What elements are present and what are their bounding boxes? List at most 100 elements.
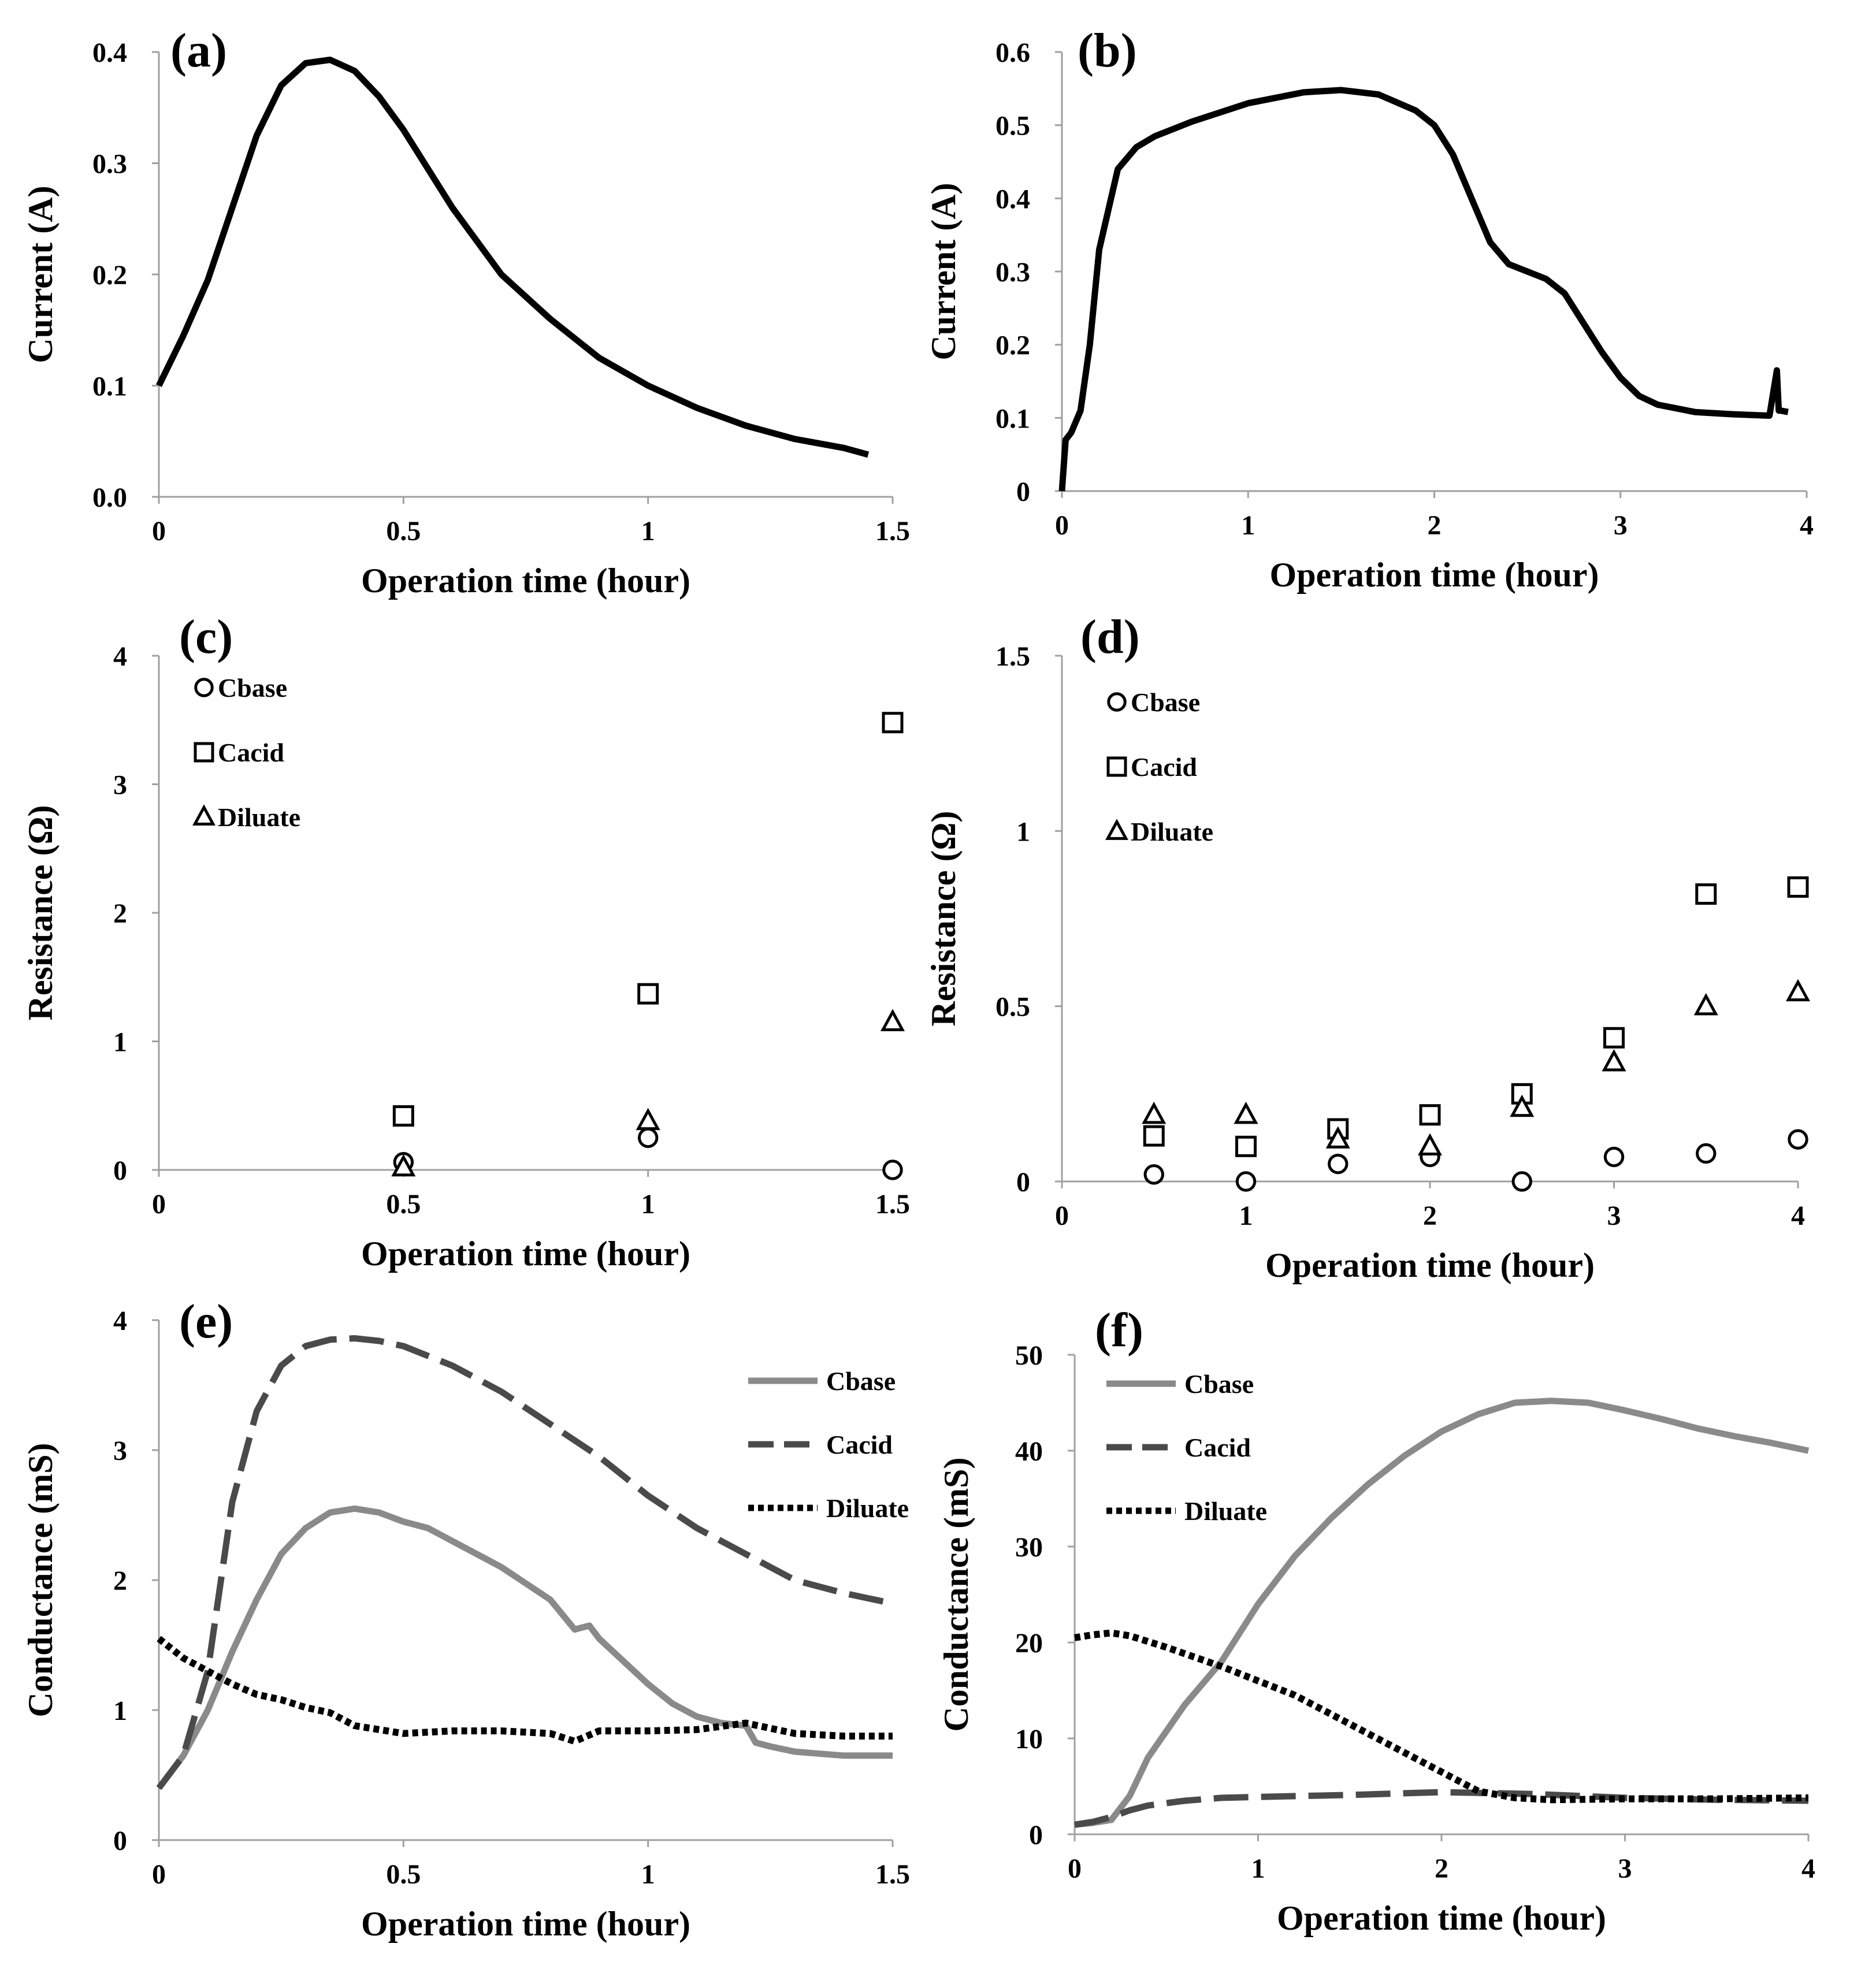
x-tick-label: 1.5	[875, 1859, 910, 1890]
x-tick-label: 0	[152, 1859, 166, 1890]
series-cbase-point	[1511, 1171, 1532, 1192]
chart-panel-e: 0 0.5 1 1.5 0 1 2 3 4 Operation time (hour) Conduc…	[21, 1295, 910, 1943]
x-tick-label: 2	[1435, 1853, 1448, 1884]
panel-label: (e)	[179, 1295, 233, 1348]
legend-marker-cbase	[194, 678, 214, 697]
series-cbase-point	[1235, 1171, 1257, 1192]
y-axis-title: Current (A)	[924, 183, 963, 360]
series-cbase-point	[1143, 1164, 1164, 1185]
x-axis-title: Operation time (hour)	[361, 1905, 690, 1943]
y-axis-title: Conductance (mS)	[21, 1443, 60, 1718]
legend: Cbase Cacid Diluate	[192, 673, 300, 832]
chart-panel-d: 0 1 2 3 4 0 0.5 1 1.5 Operation time (hour) Resist…	[924, 610, 1811, 1284]
y-tick-label: 0	[1029, 1820, 1043, 1850]
y-tick-label: 0.0	[92, 482, 127, 513]
legend: Cbase Cacid Diluate	[1106, 1369, 1267, 1526]
series-diluate-point	[1785, 979, 1811, 1002]
series-diluate-point	[1602, 1049, 1626, 1072]
x-tick-label: 4	[1791, 1201, 1805, 1231]
series-diluate-point	[1325, 1126, 1350, 1149]
series-diluate-point	[1693, 993, 1718, 1016]
y-tick-label: 2	[113, 898, 127, 929]
y-tick-label: 0.3	[92, 149, 127, 180]
x-tick-label: 4	[1801, 1853, 1815, 1884]
series-cbase-point	[1603, 1146, 1625, 1168]
legend-label: Cbase	[1131, 688, 1200, 717]
y-tick-label: 0.1	[995, 403, 1030, 434]
legend: Cbase Cacid Diluate	[1105, 688, 1213, 846]
panel-label: (a)	[170, 24, 227, 77]
series-cacid-point	[1695, 883, 1717, 905]
y-tick-label: 0.1	[92, 371, 127, 402]
series-cbase-line	[156, 1505, 893, 1790]
x-tick-label: 4	[1800, 510, 1814, 541]
y-tick-label: 0.2	[995, 330, 1030, 361]
legend-label: Cbase	[1184, 1369, 1254, 1399]
x-tick-label: 0	[152, 516, 166, 547]
x-axis-title: Operation time (hour)	[361, 1235, 690, 1273]
x-tick-label: 2	[1428, 510, 1442, 541]
series-current-line	[1058, 87, 1789, 492]
series-diluate-line	[157, 1636, 893, 1745]
series-diluate-point	[1142, 1101, 1167, 1124]
y-tick-label: 0.6	[995, 38, 1030, 68]
x-tick-label: 1.5	[875, 1189, 910, 1220]
chart-panel-a: 0 0.5 1 1.5 0.0 0.1 0.2 0.3 0.4 Operation time (h…	[21, 24, 910, 600]
legend: Cbase Cacid Diluate	[748, 1366, 909, 1523]
x-tick-label: 0	[1068, 1853, 1082, 1884]
legend-label: Diluate	[1184, 1496, 1267, 1526]
series-cbase-point	[1696, 1143, 1717, 1164]
legend-label: Cacid	[218, 738, 284, 767]
y-axis-title: Conductance (mS)	[937, 1458, 975, 1732]
panel-label: (f)	[1095, 1303, 1143, 1357]
x-tick-label: 3	[1607, 1201, 1621, 1231]
y-axis-title: Resistance (Ω)	[924, 811, 963, 1027]
series-diluate-point	[391, 1154, 416, 1177]
y-tick-label: 1	[1016, 816, 1030, 847]
x-axis-title: Operation time (hour)	[361, 562, 690, 600]
x-tick-label: 1	[1251, 1853, 1265, 1884]
y-tick-label: 0.5	[995, 992, 1030, 1023]
series-cacid-point	[1235, 1135, 1257, 1157]
series-cbase-line	[1074, 1398, 1810, 1828]
x-tick-label: 3	[1618, 1853, 1632, 1884]
x-axis-title: Operation time (hour)	[1270, 556, 1599, 594]
y-tick-label: 20	[1015, 1628, 1043, 1659]
x-tick-label: 1	[641, 1189, 655, 1220]
x-tick-label: 0.5	[386, 1859, 421, 1890]
y-tick-label: 3	[113, 1436, 127, 1466]
y-tick-label: 30	[1015, 1532, 1043, 1563]
legend-marker-cacid	[194, 742, 214, 763]
series-cbase-point	[1788, 1129, 1808, 1150]
y-tick-label: 0.4	[995, 184, 1030, 214]
y-tick-label: 0.3	[995, 257, 1030, 288]
y-tick-label: 0.5	[995, 111, 1030, 142]
y-axis-title: Resistance (Ω)	[21, 805, 60, 1021]
x-tick-label: 0	[152, 1189, 166, 1220]
x-tick-label: 3	[1614, 510, 1628, 541]
series-cacid-point	[637, 983, 659, 1005]
x-tick-label: 0.5	[386, 1189, 421, 1220]
series-diluate-point	[1234, 1101, 1258, 1124]
x-tick-label: 1	[641, 1859, 655, 1890]
legend-label: Diluate	[826, 1493, 909, 1523]
series-diluate-point	[880, 1009, 905, 1031]
chart-panel-c: 0 0.5 1 1.5 0 1 2 3 4 Operation time (hour) Resist…	[21, 610, 910, 1273]
series-cacid-point	[1143, 1125, 1165, 1147]
x-tick-label: 1	[1241, 510, 1255, 541]
x-tick-label: 1.5	[875, 516, 910, 547]
series-cacid-point	[1787, 876, 1809, 898]
series-cacid-line	[156, 1335, 894, 1790]
y-tick-label: 2	[113, 1566, 127, 1596]
y-tick-label: 10	[1015, 1724, 1043, 1755]
legend-label: Cacid	[1131, 752, 1197, 782]
legend-marker-cbase	[1107, 692, 1127, 712]
x-tick-label: 1	[641, 516, 655, 547]
series-diluate-point	[636, 1108, 660, 1131]
y-tick-label: 1	[113, 1696, 127, 1726]
series-diluate-point	[1417, 1133, 1443, 1156]
legend-label: Diluate	[1131, 817, 1213, 846]
y-tick-label: 4	[113, 641, 127, 672]
legend-label: Diluate	[218, 802, 300, 832]
